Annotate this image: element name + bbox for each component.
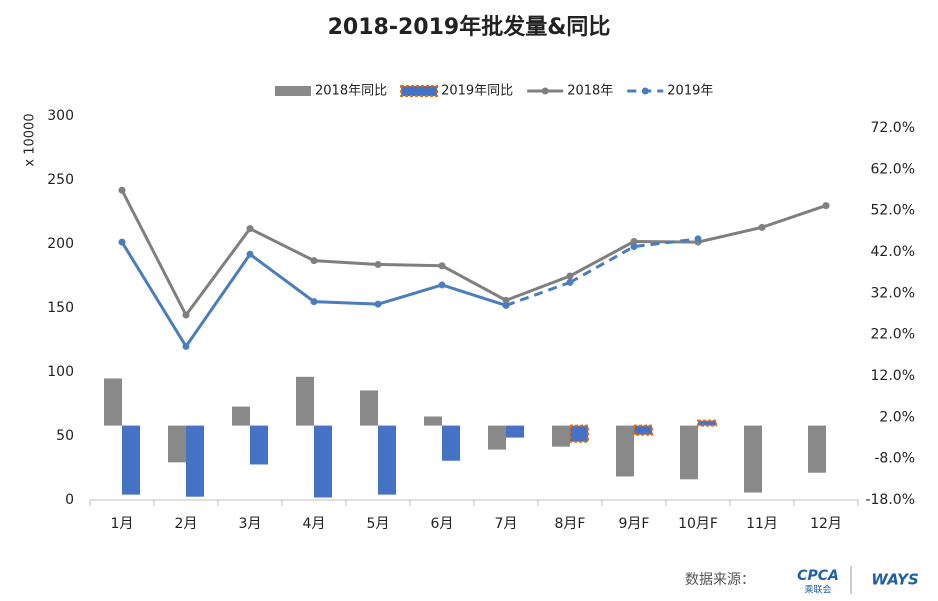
- bar: [314, 425, 332, 498]
- legend-swatch: [400, 85, 439, 97]
- point: [502, 301, 510, 309]
- y-tick-label: 200: [47, 236, 74, 252]
- bar: [442, 425, 460, 461]
- bar: [616, 425, 634, 477]
- point: [758, 223, 766, 231]
- point: [182, 311, 190, 319]
- y2-tick-label: 22.0%: [871, 327, 915, 343]
- y2-tick-label: 12.0%: [871, 368, 915, 384]
- point: [182, 342, 190, 350]
- y2-tick-label: 72.0%: [871, 120, 915, 136]
- legend-label: 2019年同比: [441, 84, 513, 99]
- bar: [697, 419, 717, 427]
- y-tick-label: 250: [47, 172, 74, 188]
- x-tick-label: 10月F: [678, 516, 718, 532]
- bar: [424, 416, 442, 426]
- source: 数据来源：: [685, 572, 755, 588]
- legend-swatch: [541, 87, 549, 95]
- bar: [506, 425, 524, 438]
- point: [438, 262, 446, 270]
- bar: [488, 425, 506, 450]
- legend-label: 2018年同比: [315, 84, 387, 99]
- bar: [360, 390, 378, 426]
- y-axis-label: x 10000: [23, 113, 38, 166]
- point: [694, 235, 702, 243]
- bar: [232, 406, 250, 426]
- point: [246, 225, 254, 233]
- legend-swatch: [641, 87, 649, 95]
- bar: [569, 424, 589, 443]
- point: [310, 257, 318, 265]
- point: [438, 281, 446, 289]
- point: [566, 278, 574, 286]
- logo: CPCA: [797, 568, 839, 584]
- x-tick-label: 5月: [367, 516, 390, 532]
- point: [374, 300, 382, 308]
- x-tick-label: 2月: [175, 516, 198, 532]
- x-tick-label: 7月: [495, 516, 518, 532]
- point: [566, 272, 574, 280]
- bar: [250, 425, 268, 465]
- bar: [122, 425, 140, 495]
- x-tick-label: 3月: [239, 516, 262, 532]
- y2-tick-label: 62.0%: [871, 161, 915, 177]
- chart-title: 2018-2019年批发量&同比: [328, 14, 611, 40]
- x-tick-label: 4月: [303, 516, 326, 532]
- point: [310, 298, 318, 306]
- bar: [186, 425, 204, 497]
- line-connector: [505, 280, 571, 307]
- y-tick-label: 100: [47, 364, 74, 380]
- bar: [104, 378, 122, 426]
- point: [374, 260, 382, 268]
- y2-tick-label: 52.0%: [871, 203, 915, 219]
- y2-tick-label: -18.0%: [865, 492, 915, 508]
- bar: [296, 376, 314, 426]
- bar: [633, 424, 653, 436]
- bar: [808, 425, 826, 473]
- point: [822, 202, 830, 210]
- bar: [744, 425, 762, 493]
- bar: [680, 425, 698, 480]
- x-tick-label: 6月: [431, 516, 454, 532]
- x-tick-label: 12月: [810, 516, 842, 532]
- point: [246, 250, 254, 258]
- line: [120, 189, 827, 318]
- x-tick-label: 11月: [746, 516, 778, 532]
- point: [630, 243, 638, 251]
- legend-label: 2018年: [567, 84, 613, 99]
- y2-tick-label: 2.0%: [879, 409, 915, 425]
- x-tick-label: 8月F: [555, 516, 586, 532]
- point: [630, 237, 638, 245]
- bar: [378, 425, 396, 495]
- y2-tick-label: -8.0%: [874, 451, 915, 467]
- logo: 乘联会: [804, 584, 831, 596]
- point: [502, 296, 510, 304]
- y-tick-label: 50: [56, 428, 74, 444]
- x-tick-label: 9月F: [619, 516, 650, 532]
- legend-swatch: [275, 86, 311, 96]
- legend-label: 2019年: [667, 84, 713, 99]
- y-tick-label: 300: [47, 108, 74, 124]
- y-tick-label: 150: [47, 300, 74, 316]
- x-tick-label: 1月: [111, 516, 134, 532]
- bar: [168, 425, 186, 463]
- point: [118, 238, 126, 246]
- y-tick-label: 0: [65, 492, 74, 508]
- y2-tick-label: 32.0%: [871, 285, 915, 301]
- bar: [552, 425, 570, 447]
- point: [118, 186, 126, 194]
- logo: WAYS: [871, 571, 919, 589]
- y2-tick-label: 42.0%: [871, 244, 915, 260]
